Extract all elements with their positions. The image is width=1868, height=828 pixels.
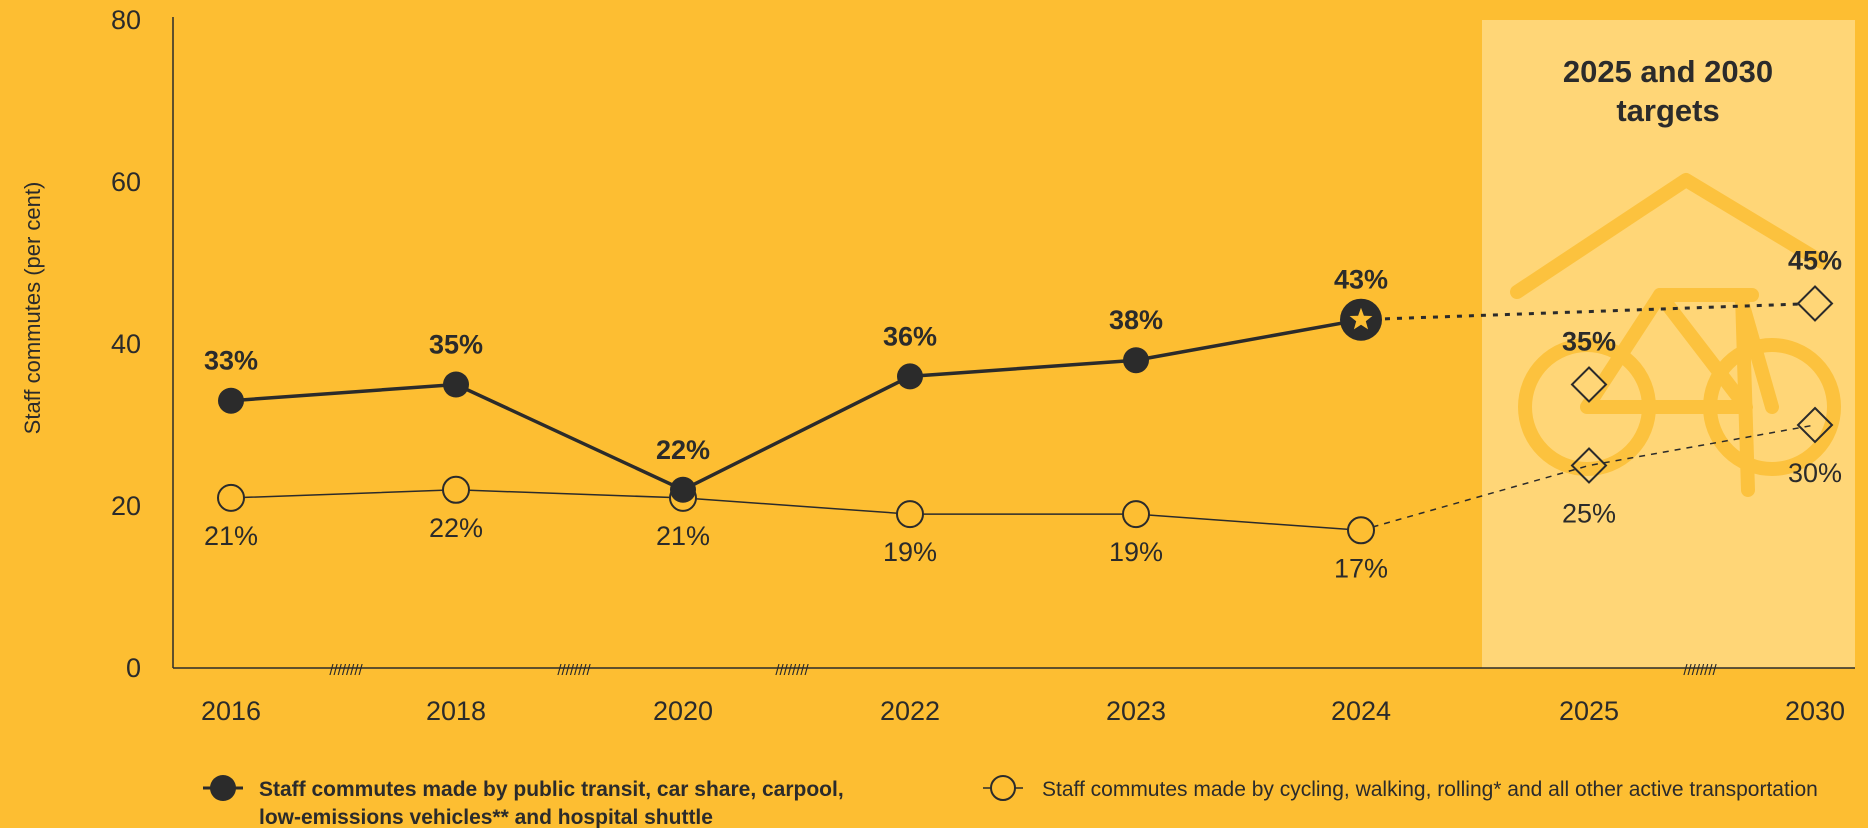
axis-break-mark: //////// [329, 662, 363, 679]
x-tick-label: 2030 [1785, 696, 1845, 726]
active-target-marker [1570, 447, 1608, 484]
active-target-marker [1796, 406, 1834, 444]
transit-target-marker [1796, 285, 1834, 322]
series-active-line [230, 489, 1362, 532]
transit-data-label: 38% [1109, 305, 1163, 335]
x-tick-label: 2023 [1106, 696, 1166, 726]
transit-target-label: 35% [1562, 327, 1616, 357]
active-point [217, 483, 245, 512]
x-tick-label: 2022 [880, 696, 940, 726]
transit-target-marker [1570, 366, 1608, 403]
transit-data-label: 35% [429, 330, 483, 360]
x-tick-label: 2016 [201, 696, 261, 726]
y-tick-label: 80 [111, 5, 141, 35]
axis-break-mark: //////// [557, 662, 591, 679]
y-tick-label: 20 [111, 491, 141, 521]
active-data-label: 21% [204, 521, 258, 551]
active-target-label: 25% [1562, 499, 1616, 529]
star-icon [1349, 307, 1373, 330]
x-tick-label: 2024 [1331, 696, 1391, 726]
transit-point [1123, 347, 1149, 374]
transit-target-label: 45% [1788, 246, 1842, 276]
active-target-label: 30% [1788, 458, 1842, 488]
transit-data-label: 36% [883, 321, 937, 351]
x-tick-label: 2018 [426, 696, 486, 726]
active-point [1347, 516, 1375, 545]
active-data-label: 17% [1334, 553, 1388, 583]
active-point [442, 475, 470, 504]
legend-active-label: Staff commutes made by cycling, walking,… [1042, 778, 1818, 801]
transit-data-label: 22% [656, 435, 710, 465]
x-tick-label: 2020 [653, 696, 713, 726]
series-transit-target-line [1360, 302, 1816, 322]
y-tick-label: 60 [111, 167, 141, 197]
y-tick-label: 40 [111, 329, 141, 359]
bike-frame-rear [1580, 288, 1753, 414]
active-data-label: 19% [1109, 537, 1163, 567]
legend-transit-marker [210, 775, 236, 801]
active-data-label: 21% [656, 521, 710, 551]
axis-break-mark: //////// [775, 662, 809, 679]
y-axis-title: Staff commutes (per cent) [20, 182, 45, 435]
transit-point [670, 476, 696, 503]
active-data-label: 22% [429, 513, 483, 543]
target-panel-title-line: targets [1616, 93, 1719, 128]
bike-seatpost [1735, 288, 1755, 497]
transit-point [218, 387, 244, 414]
legend-active-marker [990, 775, 1016, 801]
active-point [896, 500, 924, 529]
axis-break-mark: //////// [1683, 662, 1717, 679]
y-tick-label: 0 [126, 653, 141, 683]
transit-data-label: 33% [204, 346, 258, 376]
active-point [1122, 500, 1150, 529]
legend-transit-label: Staff commutes made by public transit, c… [259, 778, 844, 801]
transit-data-label: 43% [1334, 265, 1388, 295]
x-tick-label: 2025 [1559, 696, 1619, 726]
roof-line [1510, 173, 1829, 299]
transit-point [897, 363, 923, 390]
bicycle-under-roof-icon [1510, 173, 1841, 497]
target-panel-title-line: 2025 and 2030 [1563, 54, 1773, 89]
series-transit-line [230, 317, 1362, 492]
legend-transit-label: low-emissions vehicles** and hospital sh… [259, 806, 713, 828]
active-data-label: 19% [883, 537, 937, 567]
transit-point [443, 371, 469, 398]
